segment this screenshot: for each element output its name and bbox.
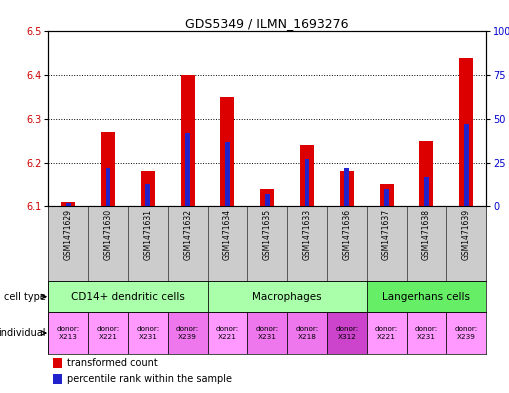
Text: donor:
X213: donor: X213 [56, 326, 80, 340]
Bar [424, 176, 429, 206]
Bar [220, 97, 234, 206]
Bar [53, 374, 63, 384]
Text: donor:
X239: donor: X239 [455, 326, 478, 340]
Bar [185, 133, 190, 206]
Bar [66, 203, 71, 206]
Text: donor:
X239: donor: X239 [176, 326, 199, 340]
Text: GSM1471636: GSM1471636 [343, 209, 351, 260]
Bar [287, 312, 327, 354]
Text: GSM1471638: GSM1471638 [422, 209, 431, 259]
Text: donor:
X221: donor: X221 [96, 326, 120, 340]
Bar [146, 184, 150, 206]
Bar [260, 189, 274, 206]
Bar [384, 189, 389, 206]
Text: donor:
X218: donor: X218 [295, 326, 319, 340]
Bar [181, 75, 194, 206]
Text: Langerhans cells: Langerhans cells [382, 292, 470, 302]
Bar [340, 171, 354, 206]
Bar [61, 202, 75, 206]
Text: cell type: cell type [4, 292, 46, 302]
Text: GSM1471637: GSM1471637 [382, 209, 391, 260]
Text: GSM1471639: GSM1471639 [462, 209, 471, 260]
Bar [419, 141, 433, 206]
Text: GSM1471635: GSM1471635 [263, 209, 272, 260]
Text: CD14+ dendritic cells: CD14+ dendritic cells [71, 292, 185, 302]
Bar [366, 312, 407, 354]
Bar [106, 168, 110, 206]
Text: donor:
X221: donor: X221 [216, 326, 239, 340]
Text: GSM1471633: GSM1471633 [302, 209, 312, 260]
Text: donor:
X221: donor: X221 [375, 326, 398, 340]
Bar [327, 312, 366, 354]
Bar [407, 312, 446, 354]
Bar [168, 312, 208, 354]
Bar [88, 312, 128, 354]
Bar [225, 141, 230, 206]
Bar [380, 184, 393, 206]
Text: Macrophages: Macrophages [252, 292, 322, 302]
Bar [300, 145, 314, 206]
Text: GSM1471631: GSM1471631 [144, 209, 152, 259]
Bar [247, 312, 287, 354]
Bar [208, 312, 247, 354]
Bar [48, 312, 88, 354]
Bar [464, 124, 469, 206]
Bar [366, 281, 486, 312]
Text: donor:
X312: donor: X312 [335, 326, 358, 340]
Text: individual: individual [0, 328, 46, 338]
Bar [48, 281, 208, 312]
Text: GSM1471632: GSM1471632 [183, 209, 192, 259]
Bar [208, 281, 366, 312]
Bar [53, 358, 63, 368]
Text: donor:
X231: donor: X231 [256, 326, 279, 340]
Bar [446, 312, 486, 354]
Bar [265, 194, 270, 206]
Text: GSM1471634: GSM1471634 [223, 209, 232, 260]
Text: GSM1471630: GSM1471630 [103, 209, 112, 260]
Text: transformed count: transformed count [67, 358, 157, 368]
Bar [128, 312, 168, 354]
Bar [345, 168, 349, 206]
Title: GDS5349 / ILMN_1693276: GDS5349 / ILMN_1693276 [185, 17, 349, 30]
Bar [459, 58, 473, 206]
Bar [304, 159, 309, 206]
Text: donor:
X231: donor: X231 [136, 326, 159, 340]
Text: percentile rank within the sample: percentile rank within the sample [67, 374, 232, 384]
Bar [101, 132, 115, 206]
Bar [141, 171, 155, 206]
Text: GSM1471629: GSM1471629 [64, 209, 73, 259]
Text: donor:
X231: donor: X231 [415, 326, 438, 340]
